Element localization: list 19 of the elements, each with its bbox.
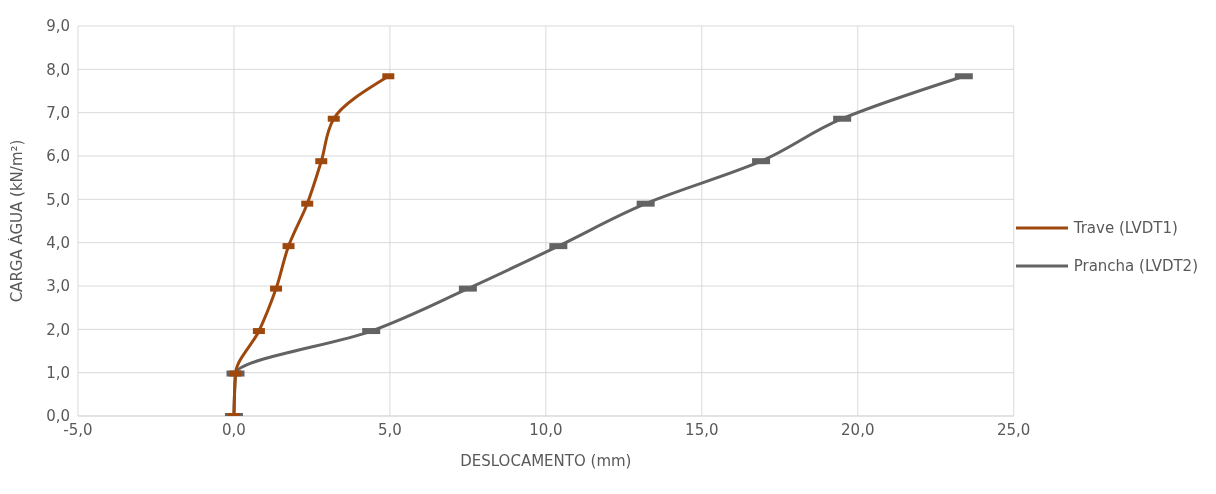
y-tick-label: 1,0 bbox=[46, 363, 70, 382]
x-tick-label: 20,0 bbox=[841, 420, 875, 439]
y-tick-label: 6,0 bbox=[46, 147, 70, 166]
y-axis-title: CARGA ÁGUA (kN/m²) bbox=[7, 139, 26, 303]
y-tick-label: 5,0 bbox=[46, 190, 70, 209]
x-tick-label: 5,0 bbox=[377, 420, 402, 439]
legend-label: Prancha (LVDT2) bbox=[1073, 257, 1198, 275]
x-tick-label: 10,0 bbox=[529, 420, 563, 439]
y-tick-label: 9,0 bbox=[46, 17, 70, 36]
y-tick-label: 7,0 bbox=[46, 103, 70, 122]
y-tick-label: 2,0 bbox=[46, 320, 70, 339]
x-tick-label: 0,0 bbox=[222, 420, 246, 439]
x-tick-label: 25,0 bbox=[997, 420, 1031, 439]
x-tick-label: 15,0 bbox=[685, 420, 719, 439]
y-tick-label: 8,0 bbox=[46, 60, 70, 79]
legend-label: Trave (LVDT1) bbox=[1073, 219, 1178, 237]
y-tick-label: 4,0 bbox=[46, 233, 70, 252]
x-axis-title: DESLOCAMENTO (mm) bbox=[460, 452, 632, 470]
y-tick-label: 3,0 bbox=[46, 277, 70, 296]
